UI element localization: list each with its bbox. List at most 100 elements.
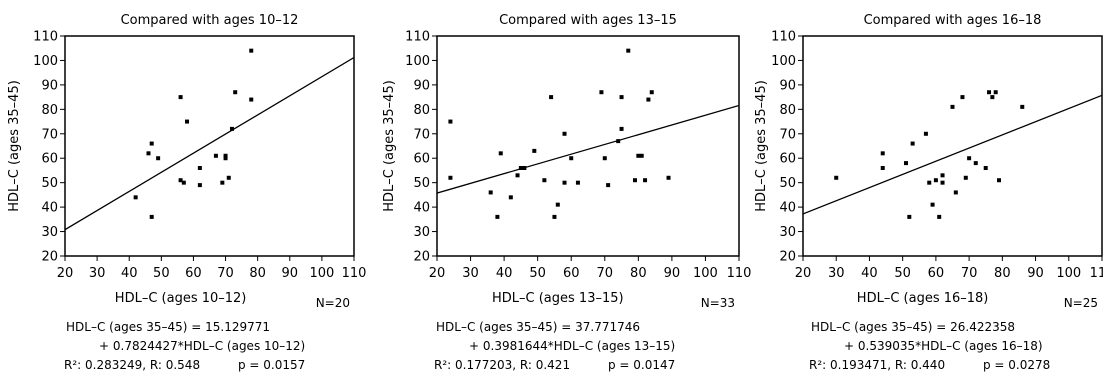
data-point [626, 48, 631, 53]
equation-line-2: + 0.7824427*HDL–C (ages 10–12) [99, 339, 305, 353]
x-tick-label: 90 [1027, 266, 1044, 281]
data-point [940, 180, 945, 185]
data-point [973, 161, 978, 166]
data-point [933, 178, 938, 183]
y-axis-label: HDL–C (ages 35–45) [754, 80, 769, 212]
r-squared-label: R²: 0.193471, R: 0.440 [809, 358, 945, 372]
equation-line-2: + 0.539035*HDL–C (ages 16–18) [844, 339, 1043, 353]
data-point [549, 95, 554, 100]
x-tick-label: 70 [961, 266, 978, 281]
x-tick-label: 20 [429, 266, 446, 281]
data-point [907, 214, 912, 219]
x-tick-label: 50 [529, 266, 546, 281]
y-tick-label: 90 [413, 78, 430, 93]
data-point [515, 173, 520, 178]
y-tick-label: 60 [779, 152, 796, 167]
data-point [448, 119, 453, 124]
data-point [488, 190, 493, 195]
data-point [963, 175, 968, 180]
data-point [940, 173, 945, 178]
x-tick-label: 40 [496, 266, 513, 281]
data-point [639, 153, 644, 158]
chart-panel-1: Compared with ages 10–12 20 30 40 50 60 70 80 90… [7, 13, 366, 372]
data-point [983, 166, 988, 170]
r-squared-label: R²: 0.177203, R: 0.421 [434, 358, 570, 372]
y-tick-label: 20 [41, 250, 58, 265]
r-squared-label: R²: 0.283249, R: 0.548 [64, 358, 200, 372]
data-point [993, 90, 998, 95]
y-tick-label: 70 [413, 127, 430, 142]
y-tick-label: 20 [779, 250, 796, 265]
y-tick-label: 100 [405, 54, 430, 69]
data-point [197, 183, 202, 188]
x-tick-label: 50 [894, 266, 911, 281]
x-tick-label: 50 [153, 266, 170, 281]
data-point [880, 151, 885, 156]
y-tick-label: 60 [413, 152, 430, 167]
p-value-label: p = 0.0278 [983, 358, 1050, 372]
data-point [178, 95, 183, 100]
data-point [602, 156, 607, 161]
regression-line [803, 94, 1102, 215]
data-point [632, 178, 637, 183]
data-point [569, 156, 574, 161]
data-point [923, 131, 928, 136]
data-point [156, 156, 161, 161]
y-tick-label: 110 [405, 30, 430, 45]
x-tick-label: 110 [1090, 266, 1103, 281]
data-point [498, 151, 503, 156]
data-point [249, 48, 254, 53]
data-point [522, 166, 527, 170]
y-tick-label: 100 [33, 54, 58, 69]
regression-line [65, 56, 354, 231]
data-point [197, 166, 202, 170]
data-point [146, 151, 151, 156]
y-tick-label: 40 [779, 201, 796, 216]
sample-size-label: N=33 [701, 296, 735, 310]
x-tick-label: 80 [249, 266, 266, 281]
x-tick-label: 20 [795, 266, 812, 281]
data-point [149, 141, 154, 146]
chart-title: Compared with ages 10–12 [121, 13, 299, 28]
y-tick-label: 40 [413, 201, 430, 216]
data-point [185, 119, 190, 124]
x-tick-label: 60 [928, 266, 945, 281]
data-point [987, 90, 992, 95]
x-tick-label: 80 [630, 266, 647, 281]
data-point [213, 153, 218, 158]
data-point [508, 195, 513, 200]
y-tick-label: 90 [779, 78, 796, 93]
data-point [229, 126, 234, 131]
x-tick-label: 110 [342, 266, 367, 281]
data-point [555, 202, 560, 207]
data-point [636, 153, 641, 158]
y-tick-label: 60 [41, 152, 58, 167]
data-point [666, 175, 671, 180]
data-point [953, 190, 958, 195]
equation-line-1: HDL–C (ages 35–45) = 26.422358 [811, 320, 1015, 334]
x-tick-label: 70 [217, 266, 234, 281]
plot-frame [802, 35, 1103, 257]
data-point [997, 178, 1002, 183]
data-point [967, 156, 972, 161]
x-tick-label: 110 [727, 266, 752, 281]
x-axis-label: HDL–C (ages 16–18) [857, 291, 989, 306]
data-point [249, 97, 254, 102]
y-tick-label: 50 [41, 176, 58, 191]
data-point [649, 90, 654, 95]
x-tick-label: 60 [563, 266, 580, 281]
data-point [575, 180, 580, 185]
y-tick-label: 100 [771, 54, 796, 69]
x-tick-label: 30 [462, 266, 479, 281]
p-value-label: p = 0.0147 [608, 358, 675, 372]
y-tick-label: 50 [779, 176, 796, 191]
data-point [619, 126, 624, 131]
x-tick-label: 80 [994, 266, 1011, 281]
chart-title: Compared with ages 13–15 [499, 13, 677, 28]
chart-title: Compared with ages 16–18 [864, 13, 1042, 28]
data-point [599, 90, 604, 95]
y-tick-label: 110 [771, 30, 796, 45]
equation-line-1: HDL–C (ages 35–45) = 37.771746 [436, 320, 640, 334]
data-point [950, 104, 955, 109]
